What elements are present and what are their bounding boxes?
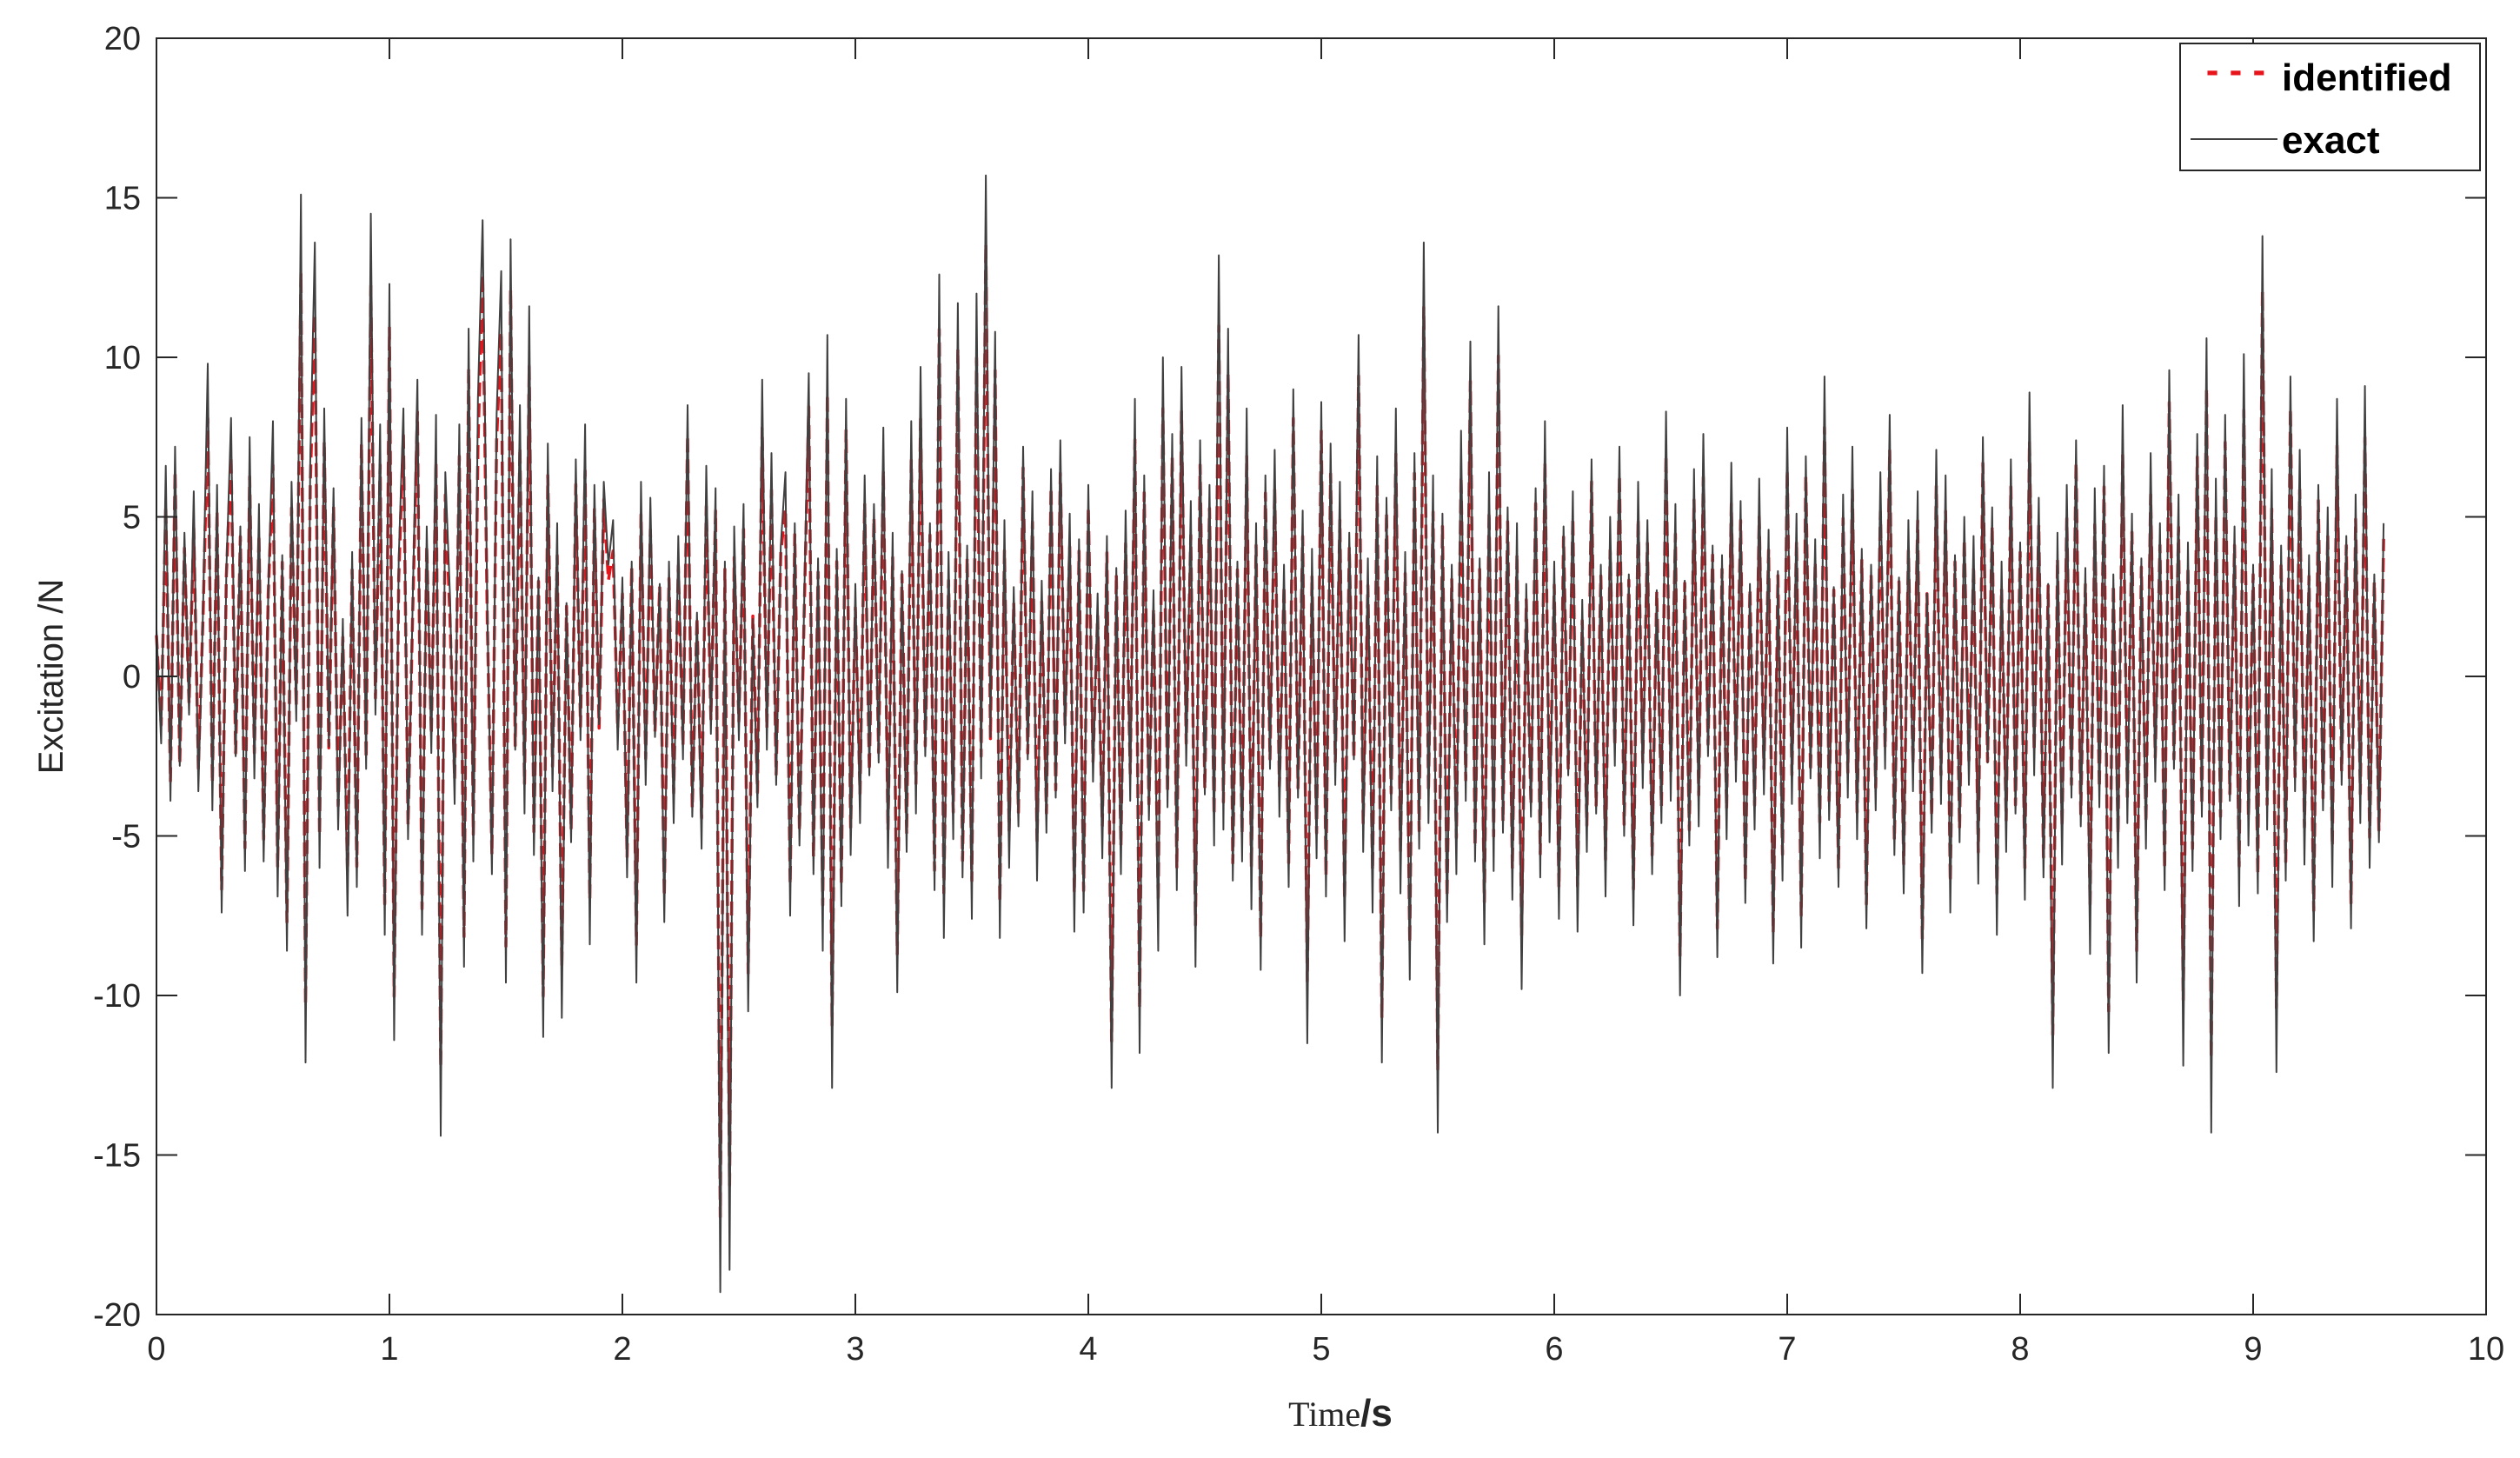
legend-label-exact: exact [2282, 119, 2380, 162]
legend-box [2179, 43, 2481, 171]
legend-label-identified: identified [2282, 57, 2452, 99]
y-axis-label: Excitation /N [32, 579, 70, 775]
x-axis-label-time: Time [1288, 1395, 1360, 1434]
series-exact-line [156, 174, 2385, 1294]
x-tick-label: 4 [1079, 1331, 1097, 1368]
tick-labels: 0 1 2 3 4 5 6 7 8 9 10 -20 -15 -10 -5 0 5 10 15 20 [93, 21, 2504, 1368]
y-tick-label: -10 [93, 978, 141, 1015]
ticks-layer [156, 37, 2487, 1315]
x-tick-label: 8 [2011, 1331, 2029, 1368]
x-tick-label: 10 [2468, 1331, 2504, 1368]
x-axis-label: Time/s [1288, 1392, 1393, 1435]
x-tick-label: 5 [1312, 1331, 1330, 1368]
y-tick-label: 20 [104, 21, 141, 57]
x-tick-label: 6 [1545, 1331, 1563, 1368]
legend: - - - identified exact [2179, 43, 2481, 171]
y-tick-label: 10 [104, 340, 141, 376]
series-layer [155, 174, 2385, 1294]
y-tick-label: 15 [104, 181, 141, 217]
plot-area [156, 38, 2486, 1315]
y-tick-label: 0 [123, 659, 141, 696]
x-axis-label-unit: /s [1360, 1392, 1393, 1435]
x-tick-label: 2 [613, 1331, 631, 1368]
legend-sample-identified: - - - [2206, 49, 2265, 91]
x-tick-label: 0 [147, 1331, 165, 1368]
y-tick-label: -5 [111, 819, 141, 855]
y-tick-label: 5 [123, 500, 141, 536]
y-tick-label: -15 [93, 1138, 141, 1175]
y-tick-label: -20 [93, 1297, 141, 1334]
x-tick-label: 9 [2244, 1331, 2262, 1368]
x-tick-label: 3 [846, 1331, 864, 1368]
x-tick-label: 7 [1778, 1331, 1796, 1368]
x-tick-label: 1 [380, 1331, 398, 1368]
